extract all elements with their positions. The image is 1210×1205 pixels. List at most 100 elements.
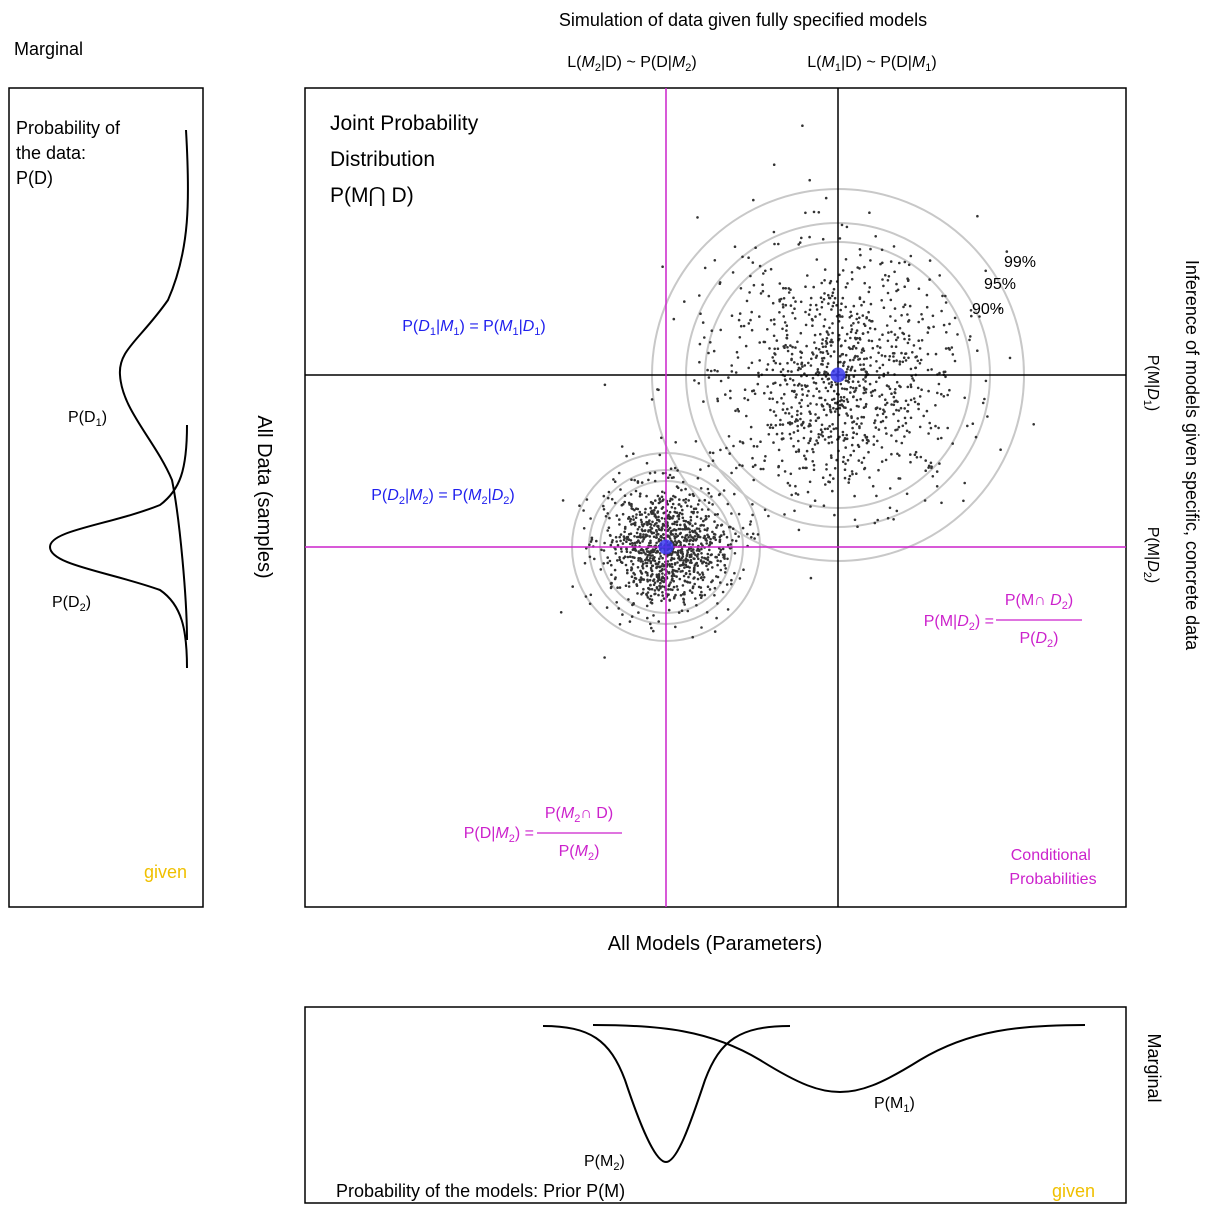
sample-point-c1	[796, 424, 799, 428]
sample-point-c1	[730, 471, 733, 475]
sample-point-c1	[787, 291, 791, 294]
sample-point-c2	[632, 518, 635, 521]
sample-point-c1	[857, 445, 861, 449]
sample-point-c2	[698, 535, 702, 539]
sample-point-c1	[835, 407, 838, 411]
sample-point-c1	[794, 450, 798, 454]
sample-point-c1	[764, 269, 767, 273]
sample-point-c1	[916, 386, 920, 390]
sample-point-c1	[876, 413, 879, 417]
sample-point-c1	[881, 278, 884, 281]
sample-point-c2	[619, 560, 623, 564]
sample-point-c1	[834, 401, 837, 405]
sample-point-c2	[679, 505, 683, 508]
sample-point-c1	[840, 223, 844, 227]
sample-point-c2	[674, 532, 678, 536]
sample-point-c2	[617, 607, 620, 610]
sample-point-c1	[843, 387, 846, 391]
sample-point-c1	[747, 366, 750, 370]
sample-point-c2	[671, 552, 674, 555]
sample-point-c2	[638, 510, 642, 514]
sample-point-c1	[895, 282, 898, 286]
sample-point-c1	[844, 339, 847, 343]
sample-point-c1	[838, 403, 842, 407]
sample-point-c2	[606, 561, 609, 565]
sample-point-c1	[897, 419, 900, 423]
sample-point-c2	[684, 534, 688, 537]
sample-point-c2	[701, 578, 705, 582]
sample-point-c2	[652, 629, 655, 633]
sample-point-c2	[719, 581, 722, 584]
sample-point-c2	[662, 597, 666, 600]
sample-point-c2	[671, 577, 674, 580]
sample-point-c1	[852, 304, 856, 308]
sample-point-c2	[559, 611, 563, 614]
sample-point-c1	[950, 346, 954, 349]
sample-point-c1	[796, 340, 799, 344]
sample-point-c1	[963, 481, 966, 485]
sample-point-c1	[913, 453, 917, 457]
sample-point-c2	[676, 486, 680, 490]
sample-point-c2	[752, 478, 755, 482]
sample-point-c1	[860, 415, 863, 419]
sample-point-c2	[657, 538, 661, 541]
sample-point-c2	[635, 541, 639, 544]
sample-point-c1	[951, 442, 954, 445]
sample-point-c1	[759, 292, 763, 295]
p-d1-curve	[118, 129, 190, 641]
sample-point-c2	[694, 522, 697, 525]
sample-point-c1	[774, 414, 778, 417]
sample-point-c2	[645, 520, 648, 524]
sample-point-c2	[668, 473, 672, 477]
sample-point-c1	[893, 333, 897, 336]
sample-point-c1	[927, 389, 930, 393]
sample-point-c2	[657, 577, 660, 581]
sample-point-c2	[635, 583, 638, 586]
sample-point-c2	[684, 519, 688, 523]
sample-point-c2	[649, 554, 653, 557]
sample-point-c1	[817, 348, 821, 351]
sample-point-c1	[796, 493, 800, 496]
sample-point-c1	[846, 400, 850, 404]
sample-point-c1	[938, 371, 941, 375]
sample-point-c2	[694, 539, 698, 542]
sample-point-c2	[630, 523, 633, 526]
sample-point-c2	[668, 583, 671, 586]
sample-point-c2	[676, 469, 679, 472]
sample-point-c1	[862, 363, 865, 366]
p-m2-curve	[542, 1025, 791, 1164]
sample-point-c2	[621, 503, 625, 506]
sample-point-c1	[783, 378, 787, 381]
sample-point-c1	[702, 400, 705, 403]
sample-point-c2	[649, 583, 652, 587]
sample-point-c1	[900, 441, 904, 445]
sample-point-c1	[999, 448, 1002, 452]
sample-point-c1	[845, 387, 849, 391]
sample-point-c1	[800, 423, 803, 426]
sample-point-c1	[814, 346, 818, 350]
sample-point-c1	[882, 306, 886, 310]
sample-point-c2	[641, 540, 644, 543]
sample-point-c1	[852, 322, 855, 325]
sample-point-c1	[852, 375, 856, 378]
sample-point-c1	[800, 236, 803, 240]
sample-point-c1	[940, 436, 943, 440]
sample-point-c1	[791, 311, 794, 315]
sample-point-c2	[669, 588, 672, 591]
sample-point-c2	[626, 571, 629, 575]
sample-point-c1	[697, 382, 701, 385]
sample-point-c1	[790, 493, 793, 497]
sample-point-c1	[782, 315, 785, 318]
sample-point-c2	[673, 574, 676, 577]
sample-point-c2	[703, 593, 707, 597]
bottom-given-label: given	[1052, 1181, 1095, 1201]
sample-point-c1	[790, 389, 794, 393]
sample-point-c2	[602, 504, 605, 508]
sample-point-c1	[876, 439, 879, 443]
sample-point-c1	[812, 394, 815, 398]
sample-point-c2	[623, 555, 627, 558]
sample-point-c2	[630, 507, 633, 510]
sample-point-c1	[849, 391, 852, 394]
sample-point-c1	[850, 271, 854, 274]
sample-point-c1	[745, 414, 748, 418]
